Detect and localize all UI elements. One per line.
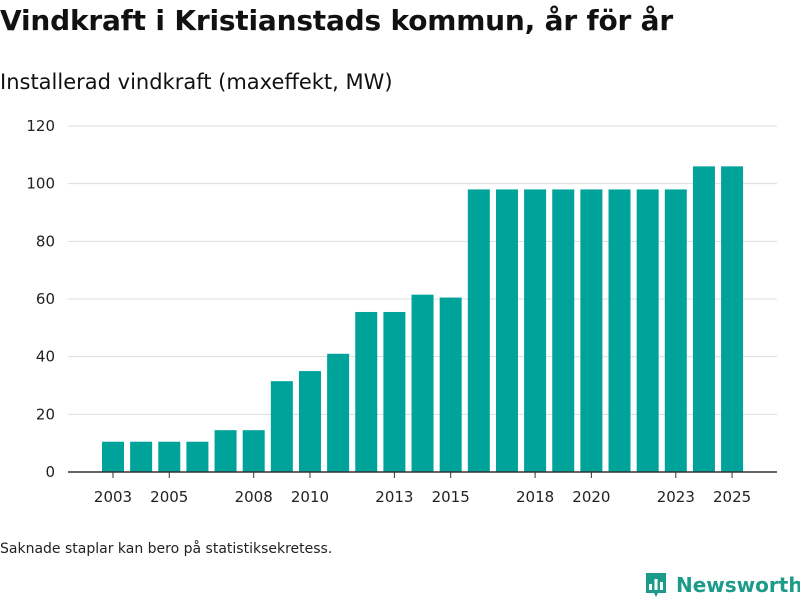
x-tick-label-2025: 2025 xyxy=(713,488,751,506)
bar-2015 xyxy=(439,297,462,472)
x-tick-label-2013: 2013 xyxy=(375,488,413,506)
y-tick-label-80: 80 xyxy=(36,232,55,250)
bar-2005 xyxy=(158,441,181,472)
chart-title: Vindkraft i Kristianstads kommun, år för… xyxy=(0,4,673,37)
x-tick-label-2005: 2005 xyxy=(150,488,188,506)
bar-2021 xyxy=(608,189,631,472)
bar-2017 xyxy=(495,189,518,472)
bar-2006 xyxy=(186,441,209,472)
chart-subtitle: Installerad vindkraft (maxeffekt, MW) xyxy=(0,70,393,94)
bar-2024 xyxy=(692,166,715,472)
bar-2018 xyxy=(524,189,547,472)
x-tick-label-2023: 2023 xyxy=(657,488,695,506)
bar-chart-logo-icon xyxy=(646,573,666,597)
y-tick-label-40: 40 xyxy=(36,348,55,366)
bar-2004 xyxy=(130,441,153,472)
y-tick-label-60: 60 xyxy=(36,290,55,308)
y-tick-label-20: 20 xyxy=(36,405,55,423)
y-tick-label-100: 100 xyxy=(26,175,55,193)
bar-2009 xyxy=(270,381,293,472)
bar-2008 xyxy=(242,430,265,472)
bar-2022 xyxy=(636,189,659,472)
bar-chart: 0 20 40 60 80 100 120 2003 2005 2008 2010 2013 2015 2… xyxy=(26,117,777,506)
x-tick-label-2015: 2015 xyxy=(432,488,470,506)
x-tick-label-2003: 2003 xyxy=(94,488,132,506)
bar-2019 xyxy=(552,189,575,472)
y-tick-label-0: 0 xyxy=(45,463,55,481)
bar-2012 xyxy=(355,311,378,472)
bar-2003 xyxy=(102,441,124,472)
x-tick-label-2018: 2018 xyxy=(516,488,554,506)
bar-2011 xyxy=(327,353,350,472)
x-tick-label-2010: 2010 xyxy=(291,488,329,506)
brand-name: Newsworthy xyxy=(676,573,800,597)
bar-2007 xyxy=(214,430,237,472)
bar-2016 xyxy=(467,189,490,472)
footnote: Saknade staplar kan bero på statistiksek… xyxy=(0,541,333,557)
bar-2014 xyxy=(411,294,434,472)
bar-2020 xyxy=(580,189,603,472)
bar-2013 xyxy=(383,311,406,472)
bar-2010 xyxy=(298,371,321,472)
y-tick-label-120: 120 xyxy=(26,117,55,135)
x-tick-label-2008: 2008 xyxy=(235,488,273,506)
brand-logo[interactable]: Newsworthy xyxy=(644,570,800,600)
bar-2023 xyxy=(664,189,687,472)
bar-2025 xyxy=(721,166,744,472)
x-tick-label-2020: 2020 xyxy=(572,488,610,506)
